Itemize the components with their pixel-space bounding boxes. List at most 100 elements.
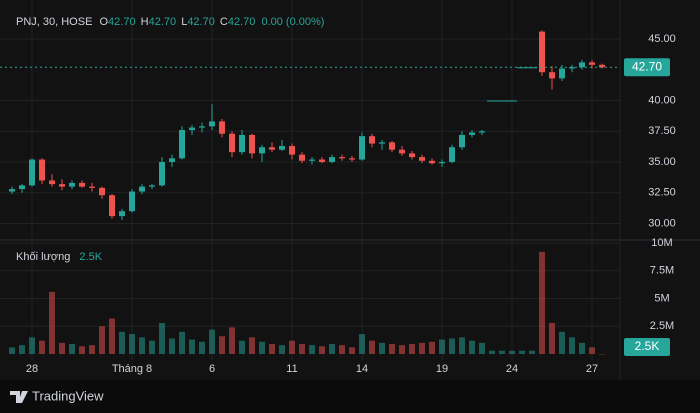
volume-bar	[59, 342, 65, 354]
footer: TradingView	[10, 388, 104, 403]
candle-body	[209, 121, 215, 127]
candle-body	[159, 162, 165, 186]
x-tick-label: 19	[436, 363, 448, 375]
candle-body	[569, 67, 575, 69]
candle-body	[259, 147, 265, 154]
candle-body	[487, 100, 497, 102]
volume-bar	[19, 345, 25, 354]
ohlc-key: O	[99, 16, 108, 28]
volume-bar	[139, 337, 145, 354]
candle-body	[399, 149, 405, 154]
volume-bar	[99, 326, 105, 354]
x-tick-label: 14	[356, 363, 368, 375]
volume-bar	[249, 337, 255, 354]
candle-body	[119, 211, 125, 217]
candle-body	[239, 134, 245, 153]
volume-bar	[509, 350, 515, 354]
volume-bar	[279, 345, 285, 354]
volume-bar	[289, 340, 295, 354]
volume-bar	[29, 337, 35, 354]
candle-body	[79, 182, 85, 187]
volume-bar	[519, 350, 525, 354]
grid-layer	[0, 0, 620, 360]
candle-body	[249, 134, 255, 154]
candle-body	[89, 186, 95, 188]
volume-bar	[129, 334, 135, 354]
y-tick-label: 40.00	[648, 94, 676, 106]
volume-bar	[229, 327, 235, 354]
x-tick-label: 28	[26, 363, 38, 375]
volume-bar	[479, 342, 485, 354]
candle-body	[169, 158, 175, 163]
candle-body	[459, 134, 465, 148]
volume-tick-label: 10M	[651, 237, 672, 249]
volume-current: 2.5K	[79, 251, 102, 263]
candle-body	[339, 157, 345, 159]
volume-bar	[89, 345, 95, 354]
candle-body	[589, 62, 595, 65]
volume-bar	[539, 251, 545, 354]
volume-badge	[624, 338, 670, 356]
candle-body	[507, 100, 517, 102]
volume-bar	[219, 336, 225, 354]
change: 0.00 (0.00%)	[261, 16, 324, 28]
marks-layer	[9, 30, 605, 355]
ohlc-value: 42.70	[108, 16, 136, 28]
volume-bar	[329, 344, 335, 354]
volume-bar	[149, 340, 155, 354]
volume-bar	[499, 350, 505, 354]
candle-body	[409, 153, 415, 158]
y-tick-label: 32.50	[648, 187, 676, 199]
candle-body	[19, 185, 25, 190]
last-price-label: 42.70	[632, 59, 662, 73]
y-tick-label: 35.00	[648, 156, 676, 168]
last-price-badge	[624, 58, 670, 77]
volume-bar	[49, 291, 55, 354]
volume-bar	[79, 346, 85, 354]
volume-bar	[179, 331, 185, 354]
candle-body	[389, 142, 395, 150]
candle-body	[429, 160, 435, 164]
candle-body	[349, 158, 355, 160]
y-tick-label: 37.50	[648, 125, 676, 137]
symbol: PNJ, 30, HOSE	[16, 16, 92, 28]
volume-bar	[569, 337, 575, 354]
volume-bar	[409, 344, 415, 354]
candle-body	[189, 127, 195, 131]
volume-bar	[119, 331, 125, 354]
volume-bar	[169, 338, 175, 354]
volume-bar	[259, 341, 265, 354]
candle-body	[99, 187, 105, 196]
volume-bar	[419, 342, 425, 354]
brand: TradingView	[32, 388, 104, 403]
volume-bar	[439, 339, 445, 354]
ohlc-key: H	[141, 16, 149, 28]
volume-bar	[469, 340, 475, 354]
volume-bar	[69, 344, 75, 354]
candle-body	[139, 186, 145, 192]
volume-bar	[559, 331, 565, 354]
volume-bar	[339, 345, 345, 354]
candle-body	[439, 162, 445, 164]
candle-body	[419, 157, 425, 161]
candle-body	[319, 159, 325, 163]
volume-bar	[109, 318, 115, 354]
volume-bar	[159, 322, 165, 354]
y-tick-label: 45.00	[648, 33, 676, 45]
volume-bar	[379, 342, 385, 354]
volume-bar	[529, 350, 535, 354]
candle-body	[379, 142, 385, 144]
volume-bar	[489, 350, 495, 354]
volume-bar	[299, 344, 305, 354]
ohlc-value: 42.70	[149, 16, 177, 28]
volume-bar	[309, 345, 315, 354]
candle-body	[369, 136, 375, 144]
y-tick-label: 30.00	[648, 217, 676, 229]
volume-bar	[39, 340, 45, 354]
ohlc-key: C	[220, 16, 228, 28]
volume-bar	[599, 353, 605, 355]
x-tick-label: 27	[586, 363, 598, 375]
volume-bar	[449, 338, 455, 354]
brand-logo	[10, 391, 28, 403]
ohlc-value: 42.70	[228, 16, 256, 28]
